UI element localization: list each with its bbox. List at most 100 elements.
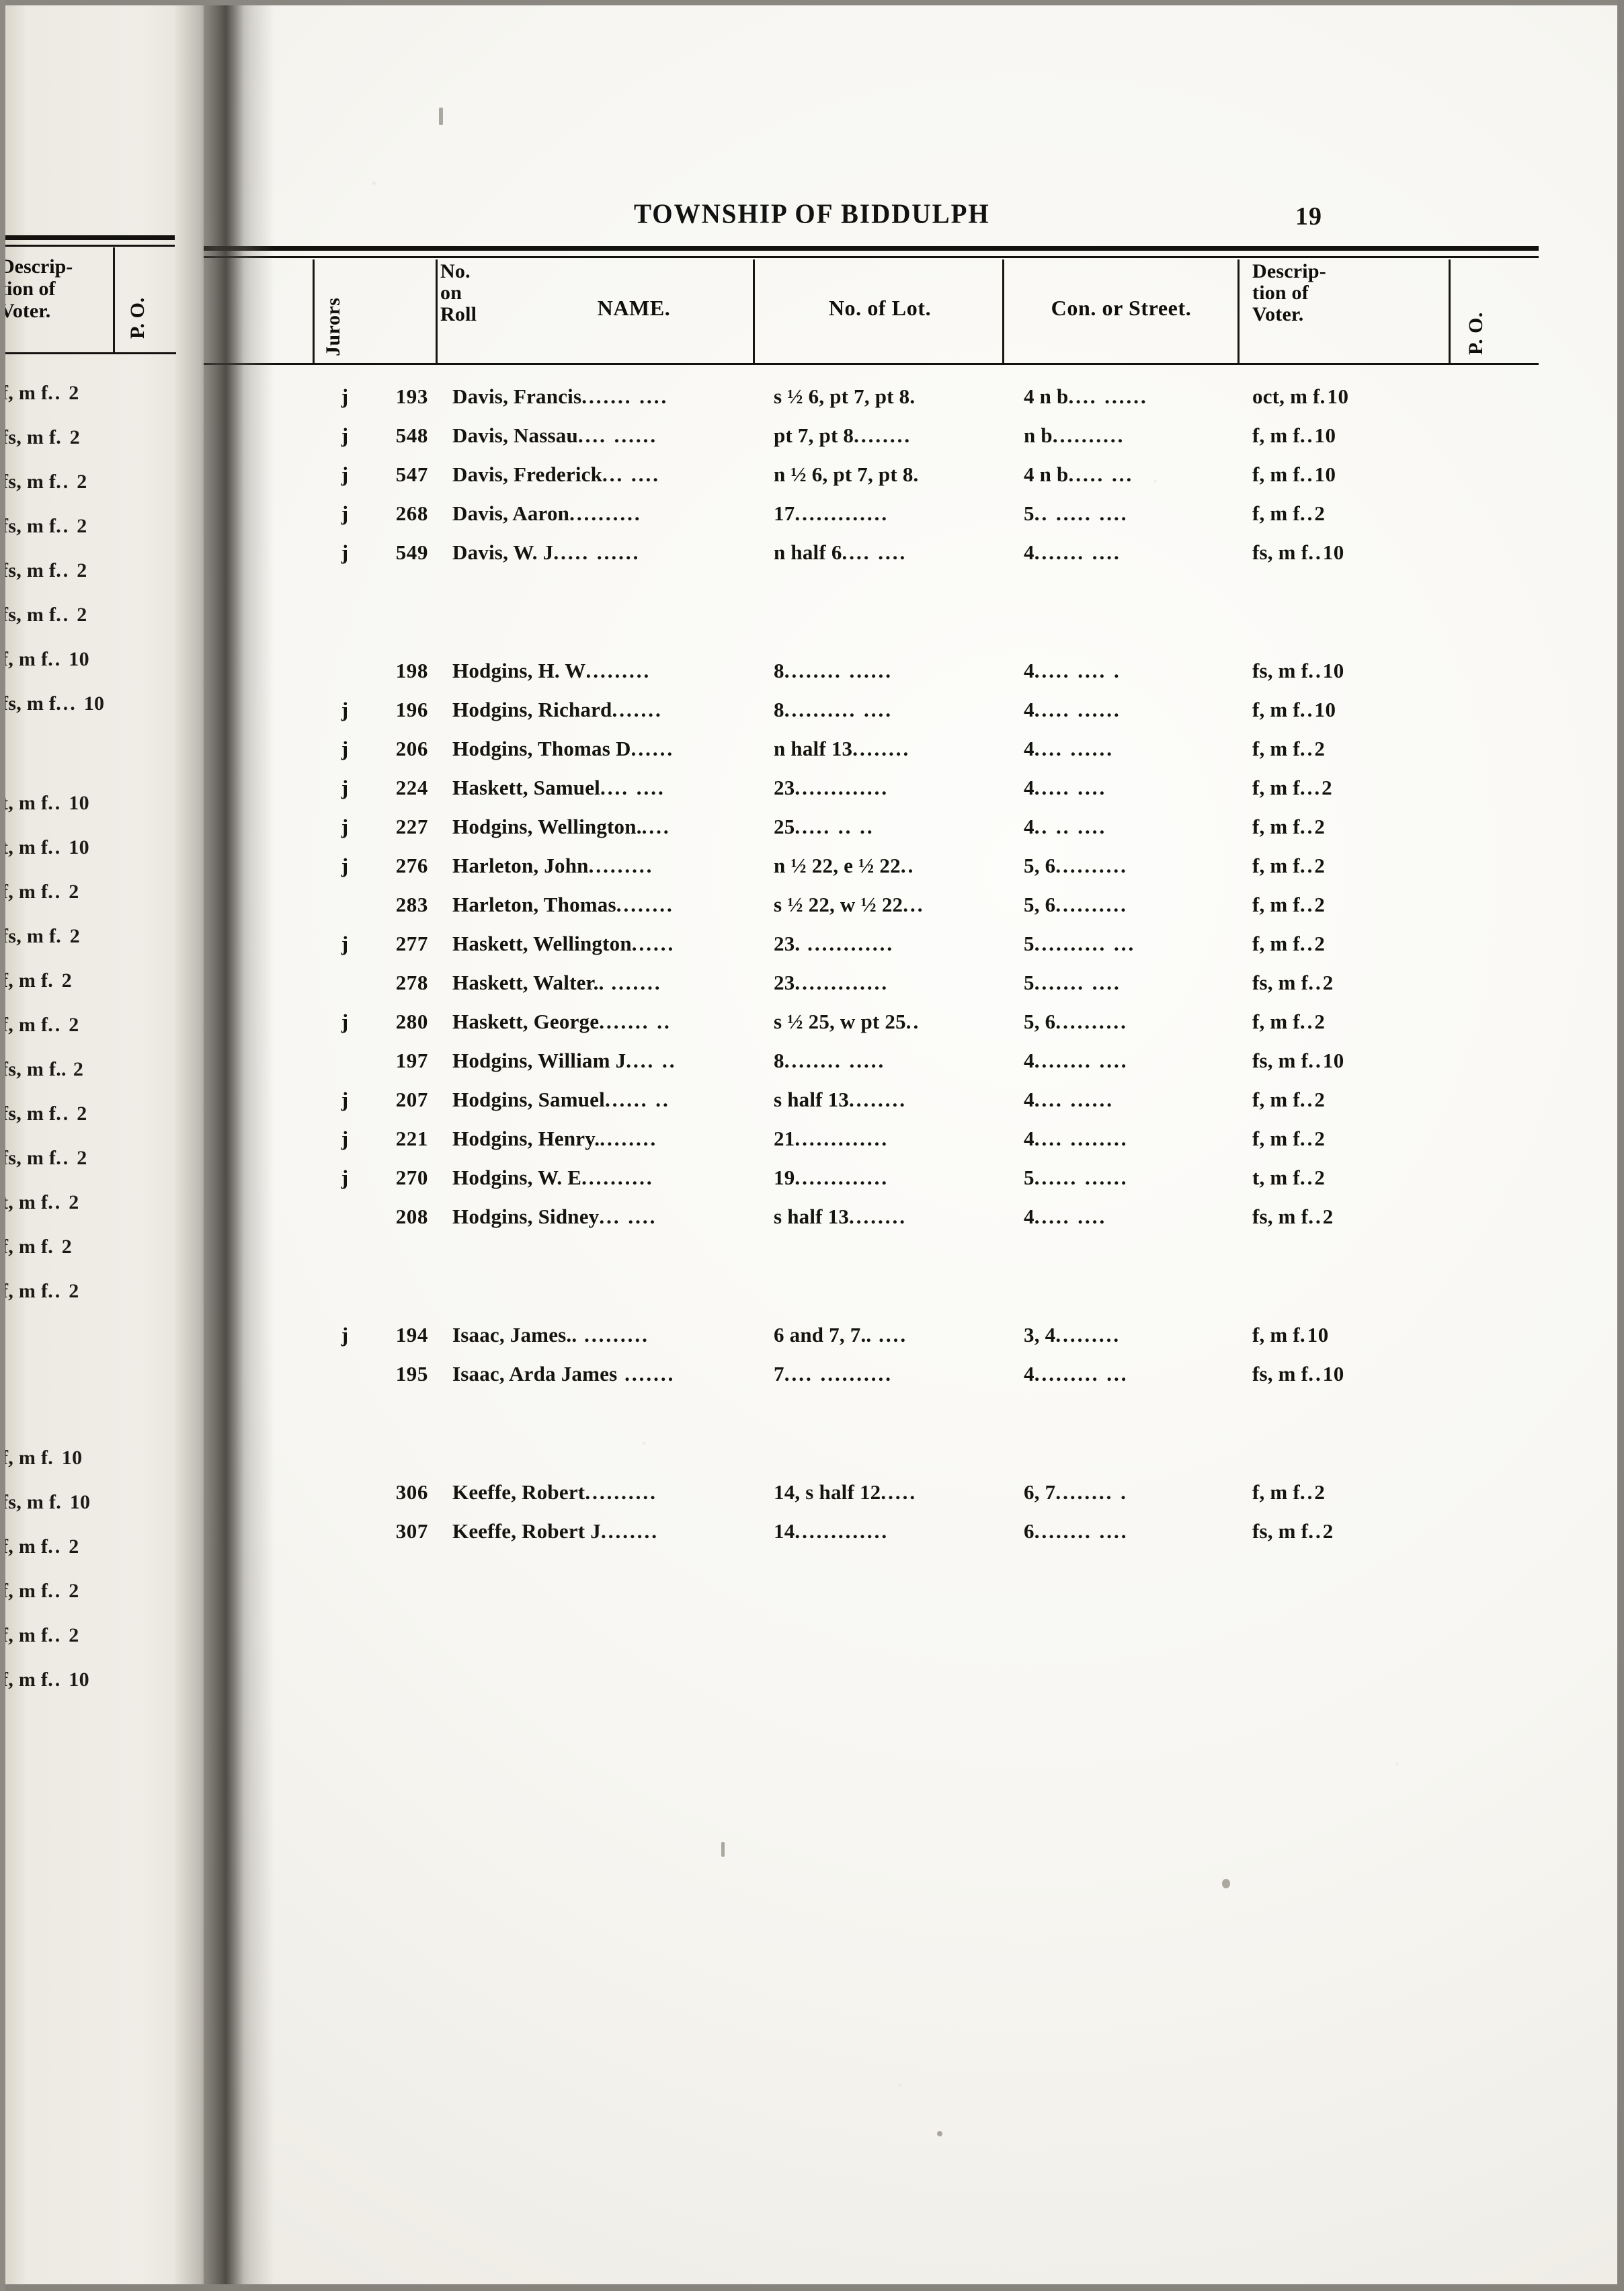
cell-post-office: 2 — [1314, 1480, 1326, 1504]
header-no-on-roll-line-1: No. — [440, 260, 471, 282]
voters-list-table: Jurors No. on Roll NAME. No. of Lot. Con… — [204, 0, 1624, 2291]
facing-entry-leader-dots: .. — [48, 1280, 63, 1302]
facing-page-entry: f, m f. 10 — [1, 1447, 82, 1470]
facing-entry-post-office: 2 — [61, 969, 73, 992]
leader-dots: ...... — [631, 932, 676, 955]
facing-entry-post-office: 2 — [69, 881, 79, 903]
facing-entry-leader-dots: . — [48, 969, 55, 992]
leader-dots: .. — [1308, 540, 1323, 564]
facing-entry-post-office: 2 — [77, 559, 87, 581]
cell-post-office: 2 — [1314, 893, 1326, 916]
cell-jurors-mark: j — [341, 463, 349, 486]
cell-con-or-street: 3, 4......... — [1024, 1323, 1121, 1347]
facing-entry-leader-dots: . — [56, 925, 63, 947]
cell-no-on-roll: 270 — [395, 1166, 428, 1189]
facing-page-entry: fs, m f. 2 — [1, 426, 80, 449]
cell-no-on-roll: 547 — [395, 463, 428, 486]
facing-entry-leader-dots: .. — [56, 471, 71, 493]
header-con-or-street: Con. or Street. — [1051, 296, 1192, 320]
table-row: j 196 Hodgins, Richard....... 8.......... .… — [204, 698, 1624, 737]
cell-no-on-roll: 548 — [395, 424, 428, 447]
cell-no-of-lot: 23............. — [774, 971, 889, 994]
facing-entry-post-office: 2 — [77, 471, 87, 493]
facing-entry-description: f, m f — [1, 881, 48, 903]
leader-dots: ........ — [600, 1127, 658, 1150]
facing-header-post-office: P. O. — [126, 297, 149, 339]
table-row: 198 Hodgins, H. W......... 8........ .....… — [204, 659, 1624, 698]
header-description-line-1: Descrip- — [1252, 260, 1326, 282]
cell-name: Haskett, George....... .. — [452, 1010, 672, 1033]
leader-dots: ......... — [585, 659, 651, 682]
cell-no-of-lot: n half 6.... .... — [774, 540, 907, 564]
leader-dots: .......... — [581, 1166, 654, 1189]
table-row: 306 Keeffe, Robert.......... 14, s half 12… — [204, 1480, 1624, 1519]
facing-page-entry: f, m f. 2 — [1, 969, 72, 992]
table-row: j 221 Hodgins, Henry......... 21...........… — [204, 1127, 1624, 1166]
facing-page-entry: fs, m f.. 2 — [1, 1147, 87, 1170]
cell-con-or-street: 4..... .... — [1024, 776, 1107, 799]
facing-entry-post-office: 2 — [77, 1147, 87, 1169]
table-row: j 268 Davis, Aaron.......... 17............… — [204, 501, 1624, 540]
cell-description-of-voter: f, m f..2 — [1252, 737, 1326, 760]
col-divider-no-on-roll — [436, 259, 438, 363]
facing-entry-leader-dots: .. — [56, 559, 71, 581]
leader-dots: .... ...... — [1068, 385, 1148, 408]
leader-dots: .......... — [1052, 424, 1125, 447]
facing-entry-description: f, m f — [1, 1535, 48, 1558]
facing-entry-description: f, m f — [1, 382, 48, 404]
facing-page-entry: fs, m f... 10 — [1, 692, 104, 715]
leader-dots: .. — [1299, 932, 1315, 955]
cell-no-on-roll: 193 — [395, 385, 428, 408]
cell-no-of-lot: 23............. — [774, 776, 889, 799]
cell-no-on-roll: 227 — [395, 815, 428, 838]
cell-description-of-voter: f, m f..10 — [1252, 424, 1336, 447]
cell-description-of-voter: fs, m f..10 — [1252, 1049, 1344, 1072]
cell-description-of-voter: fs, m f..2 — [1252, 1519, 1334, 1543]
facing-entry-leader-dots: .. — [48, 648, 63, 670]
facing-entry-leader-dots: .. — [48, 1580, 63, 1602]
leader-dots: ........ .... — [1034, 1049, 1129, 1072]
leader-dots: .... .. — [626, 1049, 677, 1072]
facing-entry-description: fs, m f — [1, 1102, 56, 1125]
leader-dots: ........ — [849, 1088, 907, 1111]
facing-entry-post-office: 2 — [69, 1580, 79, 1602]
leader-dots: ........ — [616, 893, 674, 916]
leader-dots: .. .. .... — [1034, 815, 1107, 838]
leader-dots: ............. — [795, 971, 889, 994]
leader-dots: .. — [1299, 893, 1315, 916]
facing-entry-post-office: 2 — [69, 382, 79, 404]
table-row: j 207 Hodgins, Samuel...... .. s half 13...… — [204, 1088, 1624, 1127]
leader-dots: .... ...... — [1034, 1088, 1114, 1111]
leader-dots: .. — [1299, 424, 1315, 447]
cell-description-of-voter: f, m f..2 — [1252, 1010, 1326, 1033]
facing-entry-leader-dots: .. — [48, 1014, 63, 1036]
cell-jurors-mark: j — [341, 1323, 349, 1347]
cell-description-of-voter: fs, m f..10 — [1252, 1362, 1344, 1385]
header-no-on-roll-line-2: on — [440, 281, 462, 304]
cell-no-on-roll: 208 — [395, 1205, 428, 1228]
facing-page-entry: f, m f.. 2 — [1, 881, 79, 903]
leader-dots: ... .... — [599, 1205, 657, 1228]
facing-entry-leader-dots: .. — [48, 382, 63, 404]
leader-dots: .. — [1308, 659, 1323, 682]
facing-page-entry: f, m f.. 2 — [1, 1280, 79, 1303]
cell-description-of-voter: fs, m f..2 — [1252, 1205, 1334, 1228]
facing-entry-post-office: 2 — [69, 1191, 79, 1213]
facing-entry-leader-dots: ... — [56, 692, 77, 715]
table-header-bottom-rule — [204, 363, 1539, 365]
leader-dots: ........ ...... — [784, 659, 893, 682]
facing-entry-post-office: 2 — [73, 1058, 84, 1080]
cell-post-office: 2 — [1322, 971, 1334, 994]
cell-post-office: 2 — [1314, 1088, 1326, 1111]
leader-dots: ....... — [604, 971, 662, 994]
scan-speck — [721, 1842, 725, 1857]
facing-entry-description: t, m f — [1, 836, 48, 858]
cell-jurors-mark: j — [341, 1010, 349, 1033]
leader-dots: .. — [1299, 501, 1315, 525]
cell-con-or-street: 5, 6.......... — [1024, 854, 1128, 877]
facing-entry-description: f, m f — [1, 1624, 48, 1646]
facing-entry-post-office: 10 — [69, 792, 89, 814]
leader-dots: ............. — [795, 1166, 889, 1189]
leader-dots: ........ .... — [1034, 1519, 1129, 1543]
header-description-line-3: Voter. — [1252, 303, 1304, 325]
